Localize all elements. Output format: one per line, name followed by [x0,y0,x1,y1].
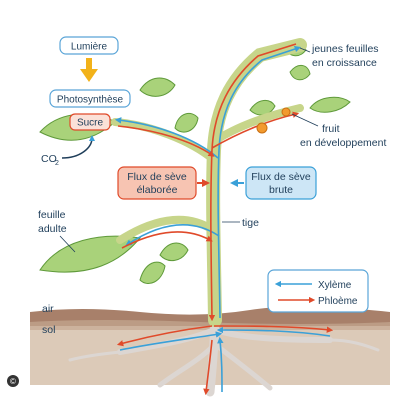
photosynthese-box: Photosynthèse [49,89,131,108]
leaves [39,42,351,284]
sucre-box: Sucre [69,113,111,131]
svg-text:Flux de sève: Flux de sève [127,171,187,183]
svg-text:Flux de sève: Flux de sève [251,171,311,183]
svg-text:en développement: en développement [300,137,386,149]
co2-subscript: 2 [55,160,59,167]
tige-label: tige [222,217,259,229]
fruit-1 [256,122,268,134]
legend-phloeme: Phloème [318,296,358,307]
co2-label: CO 2 [41,135,95,167]
fruits [256,107,291,134]
leaf-adult-3 [159,242,189,262]
svg-text:élaborée: élaborée [137,184,178,196]
leaf-upper-2 [174,112,199,133]
lumiere-box: Lumière [59,36,119,55]
jeunes-feuilles-label: jeunes feuilles en croissance [299,43,379,69]
svg-text:jeunes feuilles: jeunes feuilles [311,43,379,55]
co2-text: CO [41,153,57,165]
sol-label: sol [42,324,55,336]
legend: Xylème Phloème [267,269,369,313]
fruit-label: fruit en développement [291,113,386,149]
svg-text:fruit: fruit [322,123,340,135]
leaf-right-1 [309,96,351,113]
svg-text:brute: brute [269,184,293,196]
svg-text:adulte: adulte [38,223,67,235]
svg-text:en croissance: en croissance [312,57,377,69]
svg-text:©: © [10,377,16,386]
sucre-label: Sucre [77,118,104,129]
copyright-badge: © [7,375,19,387]
flux-brute-box: Flux de sève brute [230,166,317,200]
leaf-upper-1 [139,77,176,97]
leaf-right-2 [249,100,276,116]
svg-text:tige: tige [242,217,259,229]
leaf-adult-2 [139,261,166,284]
legend-xyleme: Xylème [318,280,352,291]
fruit-2 [281,107,291,117]
feuille-adulte-label: feuille adulte [38,209,76,253]
air-label: air [42,303,54,315]
flux-elaboree-box: Flux de sève élaborée [117,166,210,200]
leaf-adult [39,235,141,273]
photosynthese-label: Photosynthèse [57,95,124,106]
sun-arrow [80,58,98,82]
phloem-flow [116,43,334,396]
leaf-young-2 [289,65,311,81]
lumiere-label: Lumière [71,42,108,53]
svg-text:feuille: feuille [38,209,66,221]
